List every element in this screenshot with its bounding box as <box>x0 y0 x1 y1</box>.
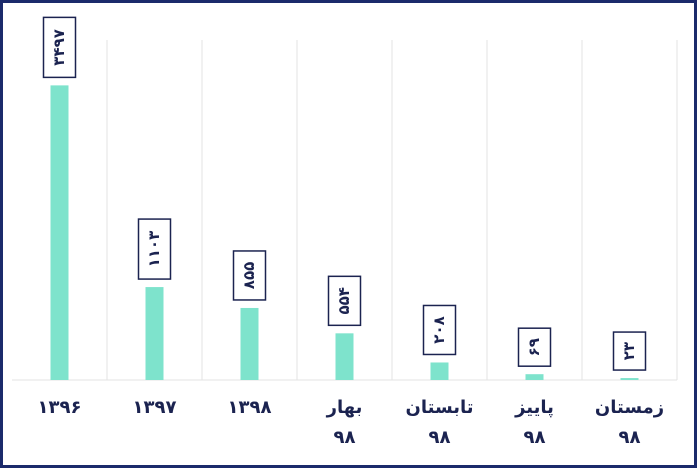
value-label-box <box>517 327 552 367</box>
x-tick-label: ۱۳۹۶ <box>38 397 82 418</box>
x-tick-label: ۹۸ <box>429 427 451 448</box>
value-label: ۶۹ <box>525 338 543 356</box>
value-label: ۳۴۹۷ <box>50 29 68 66</box>
value-label-box <box>42 16 77 79</box>
bar <box>335 333 354 380</box>
x-tick-label: ۱۳۹۸ <box>228 397 272 418</box>
bar <box>525 374 544 380</box>
x-tick-label: پاییز <box>514 397 554 418</box>
value-label-box <box>232 250 267 301</box>
value-label: ۸۵۵ <box>240 262 258 289</box>
value-label-box <box>137 218 172 280</box>
bar <box>430 362 449 380</box>
value-label: ۱۱۰۳ <box>145 231 163 268</box>
x-tick-label: ۹۸ <box>524 427 546 448</box>
value-label: ۲۳ <box>620 342 638 360</box>
bar <box>620 378 639 380</box>
value-label-box <box>327 275 362 327</box>
bar <box>145 287 164 380</box>
x-tick-label: ۹۸ <box>334 427 356 448</box>
bar <box>50 85 69 380</box>
x-tick-label: بهار <box>326 397 363 418</box>
x-tick-label: زمستان <box>595 397 664 418</box>
value-label-box <box>612 331 647 371</box>
bar <box>240 307 259 380</box>
value-label: ۲۰۸ <box>430 316 448 343</box>
x-tick-label: ۹۸ <box>619 427 641 448</box>
x-tick-label: تابستان <box>405 397 473 418</box>
value-label-box <box>422 304 457 356</box>
x-tick-label: ۱۳۹۷ <box>133 397 177 418</box>
value-label: ۵۵۴ <box>335 287 353 314</box>
